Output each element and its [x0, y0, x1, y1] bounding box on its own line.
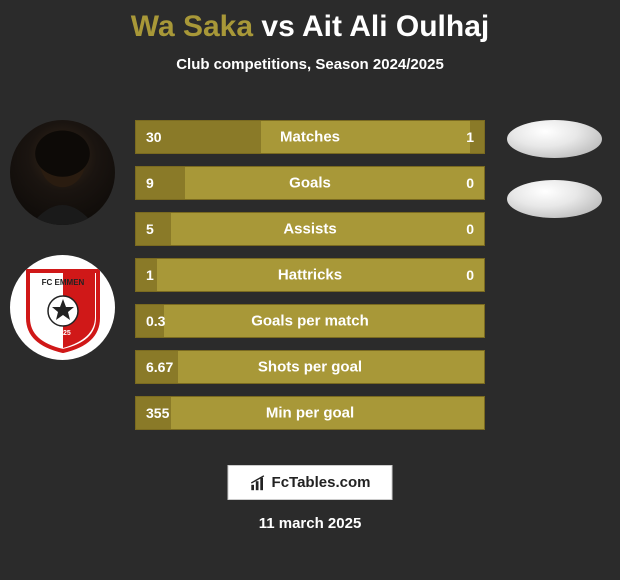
right-decorative-ovals	[507, 120, 602, 218]
stat-bar: 1 0 Hattricks	[135, 258, 485, 292]
stat-label: Matches	[280, 129, 340, 146]
vs-text: vs	[261, 10, 294, 43]
stat-value-left: 6.67	[146, 359, 173, 375]
stat-label: Assists	[283, 221, 336, 238]
stat-value-right: 0	[466, 267, 474, 283]
club-crest: FC EMMEN 1925	[10, 255, 115, 360]
club-label: FC EMMEN	[41, 278, 84, 287]
fc-emmen-shield-icon: FC EMMEN 1925	[23, 263, 103, 353]
stat-value-left: 355	[146, 405, 169, 421]
brand-box[interactable]: FcTables.com	[228, 465, 393, 500]
brand-text: FcTables.com	[272, 474, 371, 491]
player-avatar	[10, 120, 115, 225]
player-avatar-icon	[10, 120, 115, 225]
player1-name: Wa Saka	[131, 10, 253, 43]
stat-bar: 30 1 Matches	[135, 120, 485, 154]
avatar-column: FC EMMEN 1925	[10, 120, 115, 360]
fctables-logo-icon	[250, 474, 268, 492]
subtitle: Club competitions, Season 2024/2025	[0, 56, 620, 73]
decorative-oval	[507, 120, 602, 158]
stat-label: Goals	[289, 175, 331, 192]
stat-value-left: 1	[146, 267, 154, 283]
stat-value-left: 5	[146, 221, 154, 237]
stat-label: Min per goal	[266, 405, 354, 422]
stat-value-right: 1	[466, 129, 474, 145]
stat-bar: 9 0 Goals	[135, 166, 485, 200]
stat-bar: 6.67 Shots per goal	[135, 350, 485, 384]
stat-bar: 355 Min per goal	[135, 396, 485, 430]
stat-bar-fill-left	[136, 167, 185, 199]
stat-value-left: 30	[146, 129, 162, 145]
player2-name: Ait Ali Oulhaj	[302, 10, 489, 43]
stat-label: Hattricks	[278, 267, 342, 284]
stat-value-right: 0	[466, 221, 474, 237]
comparison-title: Wa Saka vs Ait Ali Oulhaj	[0, 0, 620, 44]
stat-bar: 0.3 Goals per match	[135, 304, 485, 338]
stat-label: Goals per match	[251, 313, 369, 330]
stats-bars: 30 1 Matches 9 0 Goals 5 0 Assists 1 0 Hattricks 0.3…	[135, 120, 485, 430]
date-text: 11 march 2025	[259, 515, 362, 532]
stat-value-right: 0	[466, 175, 474, 191]
stat-label: Shots per goal	[258, 359, 362, 376]
club-year: 1925	[55, 330, 71, 337]
stat-value-left: 9	[146, 175, 154, 191]
decorative-oval	[507, 180, 602, 218]
stat-bar: 5 0 Assists	[135, 212, 485, 246]
stat-value-left: 0.3	[146, 313, 165, 329]
